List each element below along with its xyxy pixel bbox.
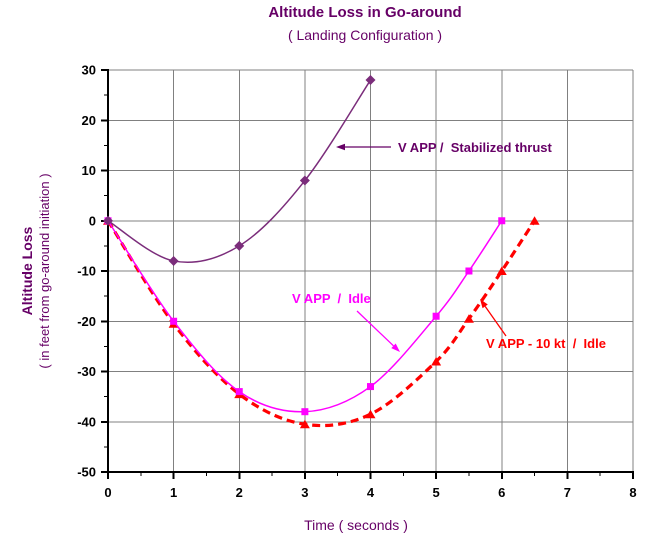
y-tick-label: -40 [77,414,96,429]
y-tick-label: -10 [77,264,96,279]
series-marker-v-app-10-kt-idle [496,266,507,275]
x-tick-label: 0 [104,485,111,500]
x-tick-label: 3 [301,485,308,500]
series-marker-v-app-idle [432,312,440,320]
annotation-v-app-10-kt-idle-label: V APP - 10 kt / Idle [486,336,606,351]
annotation-v-app-10-kt-idle-arrow-line [484,305,507,337]
series-line-v-app-stabilized-thrust [107,79,372,264]
x-tick-label: 1 [170,485,177,500]
series-marker-v-app-stabilized-thrust [365,75,376,86]
series-marker-v-app-10-kt-idle [365,409,376,419]
series-marker-v-app-10-kt-idle [299,419,310,429]
y-tick-label: -30 [77,364,96,379]
series-marker-v-app-stabilized-thrust [234,240,245,251]
chart-title: Altitude Loss in Go-around [268,4,462,21]
annotation-v-app-stabilized-thrust-label: V APP / Stabilized thrust [398,140,553,155]
x-tick-label: 4 [367,485,375,500]
series-marker-v-app-stabilized-thrust [299,175,310,186]
y-tick-label: -20 [77,314,96,329]
series-marker-v-app-idle [367,383,374,391]
series-marker-v-app-idle [235,388,243,396]
series-marker-v-app-idle [301,408,309,416]
y-tick-label: -50 [77,465,96,480]
y-tick-label: 0 [89,213,96,228]
series-marker-v-app-10-kt-idle [431,356,442,366]
y-tick-label: 20 [82,113,96,128]
annotation-v-app-idle-label: V APP / Idle [292,291,371,306]
annotation-v-app-idle-arrow-line [356,310,394,347]
y-tick-label: 10 [82,163,96,178]
annotation-v-app-idle-arrow-head [391,343,400,352]
series-marker-v-app-idle [170,317,178,325]
x-tick-label: 8 [629,485,636,500]
x-tick-label: 2 [236,485,243,500]
series-marker-v-app-idle [465,267,473,275]
series-marker-v-app-10-kt-idle [463,314,474,323]
x-tick-label: 6 [498,485,505,500]
series-marker-v-app-10-kt-idle [529,216,540,225]
x-tick-label: 5 [433,485,440,500]
y-tick-label: 30 [82,63,96,78]
series-marker-v-app-stabilized-thrust [168,255,179,266]
x-tick-label: 7 [564,485,571,500]
series-marker-v-app-stabilized-thrust [103,215,113,226]
series-marker-v-app-idle [498,217,506,225]
chart-subtitle: ( Landing Configuration ) [287,27,443,43]
annotation-v-app-stabilized-thrust-arrow-head [336,143,345,151]
annotation-v-app-10-kt-idle-arrow-head [480,299,488,309]
x-axis-label: Time ( seconds ) [304,517,408,533]
